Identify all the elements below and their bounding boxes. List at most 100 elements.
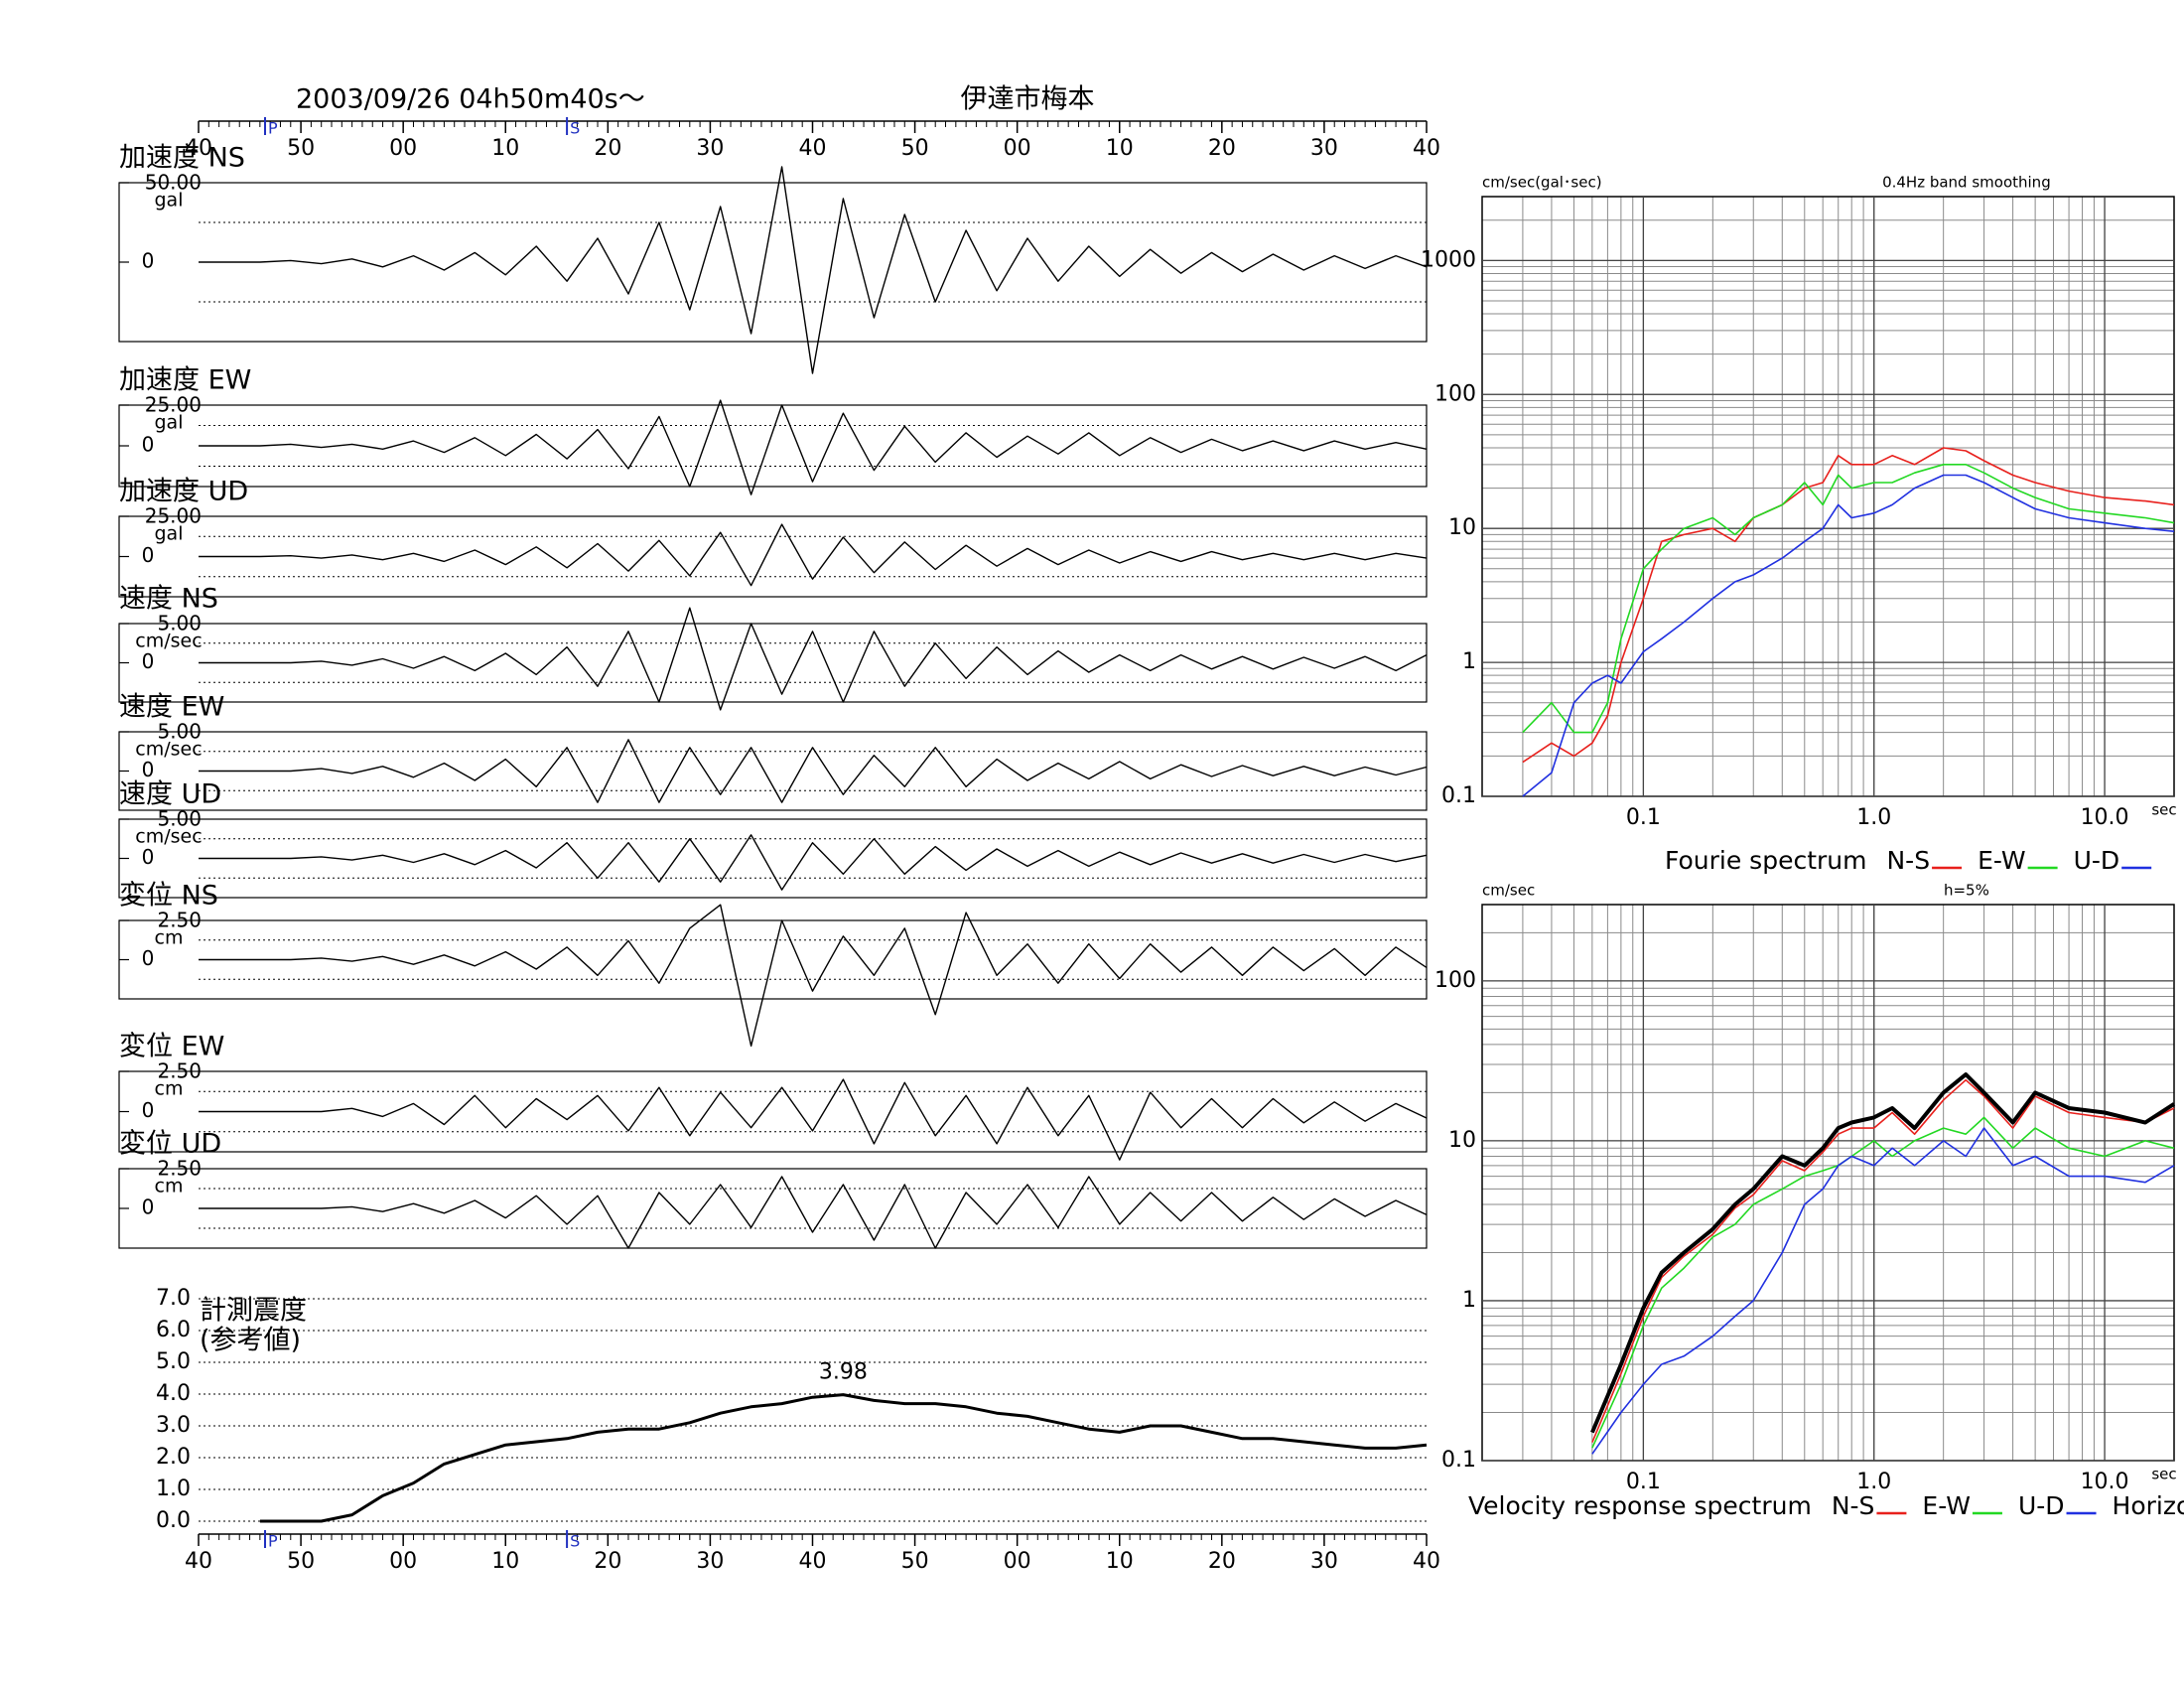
y-tick-label: 5.00 <box>157 807 202 831</box>
trace-unit: gal <box>155 523 184 545</box>
y-tick-label: 10 <box>1448 515 1476 540</box>
x-tick-label: 50 <box>287 136 315 161</box>
x-tick-label: 20 <box>1208 136 1236 161</box>
x-tick-label: 20 <box>594 1549 621 1574</box>
waveform <box>199 1176 1428 1249</box>
x-tick-label: 40 <box>1413 1549 1440 1574</box>
y-tick-label: 0 <box>142 758 155 781</box>
x-tick-label: 10 <box>1106 1549 1134 1574</box>
intensity-subtitle: (参考値) <box>200 1326 301 1356</box>
x-tick-label: 20 <box>1208 1549 1236 1574</box>
trace-unit: cm/sec <box>135 631 202 652</box>
trace-unit: cm <box>155 927 184 949</box>
x-tick-label: 00 <box>1004 1549 1031 1574</box>
x-axis-label: sec <box>2151 1466 2176 1483</box>
x-tick-label: 10 <box>1106 136 1134 161</box>
waveform <box>199 834 1428 891</box>
x-tick-label: 30 <box>696 136 724 161</box>
y-tick-label: 0 <box>142 1098 155 1122</box>
station-name: 伊達市梅本 <box>961 84 1095 115</box>
y-tick-label: 2.0 <box>156 1445 191 1470</box>
phase-marker-label: S <box>570 1532 580 1551</box>
y-tick-label: 25.00 <box>145 393 202 417</box>
chart-title: 2003/09/26 04h50m40s～ <box>296 84 645 115</box>
x-tick-label: 1.0 <box>1856 805 1891 830</box>
trace-unit: cm <box>155 1176 184 1197</box>
y-tick-label: 2.50 <box>157 1157 202 1181</box>
x-tick-label: 10.0 <box>2081 1470 2129 1494</box>
trace-title: 変位 NS <box>119 881 218 912</box>
x-tick-label: 00 <box>1004 136 1031 161</box>
y-tick-label: 0 <box>142 249 155 273</box>
y-tick-label: 0.1 <box>1441 783 1476 808</box>
y-tick-label: 0 <box>142 946 155 970</box>
y-tick-label: 25.00 <box>145 504 202 528</box>
spectrum-line <box>1522 474 2175 797</box>
legend-label: U-D <box>2018 1491 2065 1520</box>
y-tick-label: 10 <box>1448 1128 1476 1153</box>
y-axis-label: cm/sec <box>1482 882 1535 900</box>
legend-label: Horizon <box>2113 1491 2184 1520</box>
y-tick-label: 0 <box>142 649 155 673</box>
x-tick-label: 40 <box>1413 136 1440 161</box>
y-axis-label: cm/sec(gal･sec) <box>1482 174 1602 192</box>
waveform <box>199 1078 1428 1161</box>
waveform <box>199 904 1428 1048</box>
spectrum-line <box>1591 1127 2175 1455</box>
x-tick-label: 10 <box>491 136 519 161</box>
x-tick-label: 30 <box>696 1549 724 1574</box>
y-tick-label: 100 <box>1434 381 1476 406</box>
y-tick-label: 1.0 <box>156 1477 191 1501</box>
x-tick-label: 10 <box>491 1549 519 1574</box>
y-tick-label: 1 <box>1462 649 1476 674</box>
y-tick-label: 7.0 <box>156 1286 191 1311</box>
y-tick-label: 50.00 <box>145 171 202 195</box>
waveform <box>199 739 1428 803</box>
x-tick-label: 00 <box>389 136 417 161</box>
phase-marker-label: P <box>268 1532 278 1551</box>
x-tick-label: 0.1 <box>1626 805 1661 830</box>
x-tick-label: 10.0 <box>2081 805 2129 830</box>
legend-label: U-D <box>2074 846 2120 875</box>
x-tick-label: 40 <box>799 136 827 161</box>
waveform <box>199 399 1428 495</box>
y-tick-label: 1 <box>1462 1288 1476 1313</box>
trace-title: 加速度 EW <box>119 365 251 396</box>
y-tick-label: 0 <box>142 845 155 869</box>
y-tick-label: 2.50 <box>157 909 202 932</box>
y-tick-label: 2.50 <box>157 1059 202 1083</box>
intensity-title: 計測震度 <box>200 1296 307 1327</box>
y-tick-label: 0 <box>142 433 155 457</box>
y-tick-label: 5.00 <box>157 612 202 635</box>
x-tick-label: 40 <box>799 1549 827 1574</box>
x-tick-label: 40 <box>185 136 212 161</box>
x-tick-label: 40 <box>185 1549 212 1574</box>
y-tick-label: 0.1 <box>1441 1448 1476 1473</box>
x-tick-label: 30 <box>1310 136 1338 161</box>
trace-title: 加速度 NS <box>119 143 245 174</box>
spectrum-line <box>1591 1078 2175 1443</box>
trace-title: 速度 NS <box>119 584 218 615</box>
trace-title: 速度 EW <box>119 692 224 723</box>
waveform <box>199 523 1428 587</box>
waveform <box>199 607 1428 711</box>
y-tick-label: 3.0 <box>156 1413 191 1438</box>
x-tick-label: 50 <box>901 136 929 161</box>
x-tick-label: 0.1 <box>1626 1470 1661 1494</box>
legend-title: Fourie spectrum <box>1665 846 1866 875</box>
y-tick-label: 0 <box>142 543 155 567</box>
x-axis-label: sec <box>2151 801 2176 819</box>
y-tick-label: 5.0 <box>156 1349 191 1374</box>
x-tick-label: 20 <box>594 136 621 161</box>
chart-subtitle: h=5% <box>1944 882 1989 900</box>
intensity-line <box>259 1393 1428 1523</box>
trace-title: 速度 UD <box>119 779 221 810</box>
legend-label: N-S <box>1886 846 1930 875</box>
phase-marker-label: S <box>570 119 580 138</box>
trace-unit: cm/sec <box>135 739 202 761</box>
y-tick-label: 100 <box>1434 968 1476 993</box>
x-tick-label: 30 <box>1310 1549 1338 1574</box>
